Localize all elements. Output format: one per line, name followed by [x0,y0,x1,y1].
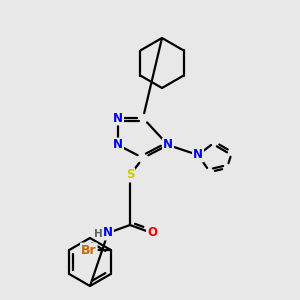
Text: N: N [113,112,123,124]
Text: N: N [113,139,123,152]
Text: Br: Br [81,244,97,256]
Text: S: S [126,169,134,182]
Text: N: N [163,139,173,152]
Text: H: H [94,229,102,239]
Text: O: O [147,226,157,239]
Text: N: N [103,226,113,239]
Text: N: N [193,148,203,161]
